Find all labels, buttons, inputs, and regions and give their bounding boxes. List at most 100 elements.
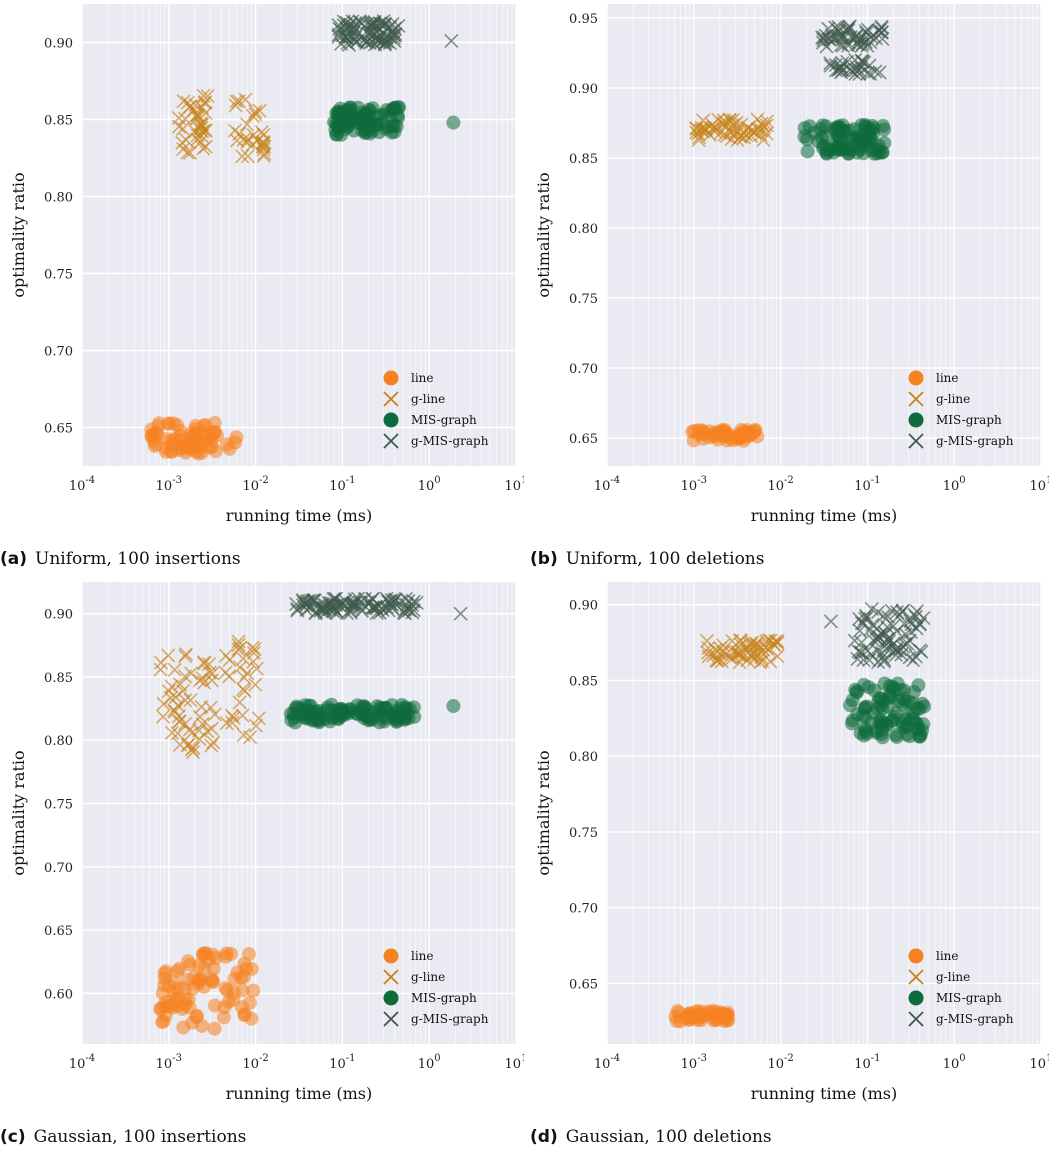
data-point xyxy=(388,592,403,607)
x-tick-label: 101 xyxy=(1030,475,1049,494)
y-tick-label: 0.85 xyxy=(44,114,73,129)
x-tick-label: 10-4 xyxy=(594,1053,620,1072)
x-tick-label: 10-2 xyxy=(242,475,268,494)
data-point xyxy=(167,975,182,990)
data-point xyxy=(237,683,252,699)
data-point xyxy=(251,711,266,726)
series-mis-graph xyxy=(283,697,461,730)
data-point xyxy=(245,640,260,655)
x-tick-label: 10-1 xyxy=(329,1053,355,1072)
chart-panel-d: 10-410-310-210-11001010.650.700.750.800.… xyxy=(525,578,1049,1154)
legend-item: g-MIS-graph xyxy=(908,1011,1014,1027)
data-point xyxy=(173,429,188,444)
data-point xyxy=(246,983,261,998)
data-point xyxy=(747,646,762,661)
series-line xyxy=(153,946,261,1036)
data-point xyxy=(180,145,195,160)
data-point xyxy=(756,132,771,148)
data-point xyxy=(345,602,360,617)
legend-marker xyxy=(383,433,399,449)
data-point xyxy=(689,121,704,136)
x-tick-label: 101 xyxy=(1030,1053,1049,1072)
data-point xyxy=(750,429,765,444)
caption-text: Gaussian, 100 insertions xyxy=(33,1127,247,1147)
data-point xyxy=(164,679,179,694)
data-point xyxy=(385,601,400,616)
data-point xyxy=(866,705,881,720)
data-point xyxy=(895,697,910,712)
data-point xyxy=(875,716,890,731)
data-point xyxy=(222,441,237,456)
legend-item: line xyxy=(383,370,434,386)
y-tick-label: 0.70 xyxy=(44,345,73,360)
series-g-mis-graph xyxy=(331,14,459,53)
x-tick-label: 10-3 xyxy=(681,475,707,494)
data-point xyxy=(192,709,208,724)
y-tick-label: 0.85 xyxy=(569,674,598,689)
data-point xyxy=(446,699,461,714)
legend-item: MIS-graph xyxy=(908,990,1002,1006)
data-point xyxy=(453,606,468,621)
data-point xyxy=(158,444,173,459)
x-tick-label: 100 xyxy=(418,1053,441,1072)
legend-item: g-line xyxy=(383,969,445,985)
data-point xyxy=(831,19,846,34)
data-point xyxy=(184,725,199,741)
data-point xyxy=(249,661,264,676)
legend-label: MIS-graph xyxy=(411,991,477,1005)
data-point xyxy=(361,102,376,117)
data-point xyxy=(229,94,244,109)
data-point xyxy=(859,26,874,41)
data-point xyxy=(890,676,905,691)
x-tick-labels: 10-4 10-3 10-2 10-1 100 101 xyxy=(594,1053,1049,1072)
data-point xyxy=(823,56,838,71)
data-point xyxy=(819,39,834,54)
data-point xyxy=(732,429,747,444)
x-tick-label: 10-3 xyxy=(156,475,182,494)
data-point xyxy=(348,29,363,44)
data-point xyxy=(854,635,869,650)
data-point xyxy=(178,649,193,664)
legend-marker xyxy=(908,948,924,964)
data-point xyxy=(380,119,395,134)
x-tick-label: 10-4 xyxy=(594,475,620,494)
scatter-plot-d: 10-410-310-210-11001010.650.700.750.800.… xyxy=(534,582,1049,1103)
x-tick-label: 10-1 xyxy=(854,475,880,494)
data-point xyxy=(156,696,171,711)
data-point xyxy=(231,637,246,653)
data-point xyxy=(311,598,326,613)
panel-label: (d) xyxy=(530,1127,558,1147)
x-tick-label: 101 xyxy=(505,475,524,494)
data-point xyxy=(827,142,842,157)
series-g-line xyxy=(689,112,775,148)
data-point xyxy=(708,121,723,136)
data-point xyxy=(192,958,207,973)
data-point xyxy=(308,704,323,719)
x-tick-labels: 10-4 10-3 10-2 10-1 100 101 xyxy=(69,1053,524,1072)
data-point xyxy=(172,714,187,729)
data-point xyxy=(370,30,386,45)
data-point xyxy=(877,676,892,691)
legend-marker xyxy=(908,990,924,1006)
data-point xyxy=(833,61,848,76)
data-point xyxy=(175,121,191,136)
legend-marker xyxy=(908,391,924,407)
data-point xyxy=(848,682,863,697)
data-point xyxy=(163,690,178,706)
data-point xyxy=(367,18,382,33)
data-point xyxy=(245,137,260,152)
legend-label: line xyxy=(936,949,959,963)
data-point xyxy=(902,650,917,665)
data-point xyxy=(181,992,196,1007)
data-point xyxy=(345,114,360,129)
legend-marker xyxy=(908,433,924,449)
legend: line g-line MIS-graph g-MIS-graph xyxy=(383,370,489,449)
x-tick-label: 100 xyxy=(943,475,966,494)
data-point xyxy=(183,693,198,708)
data-point xyxy=(244,1011,259,1026)
legend-label: g-MIS-graph xyxy=(936,1012,1014,1026)
data-point xyxy=(206,961,221,976)
data-point xyxy=(290,601,305,616)
data-point xyxy=(195,670,210,686)
data-point xyxy=(386,709,401,724)
